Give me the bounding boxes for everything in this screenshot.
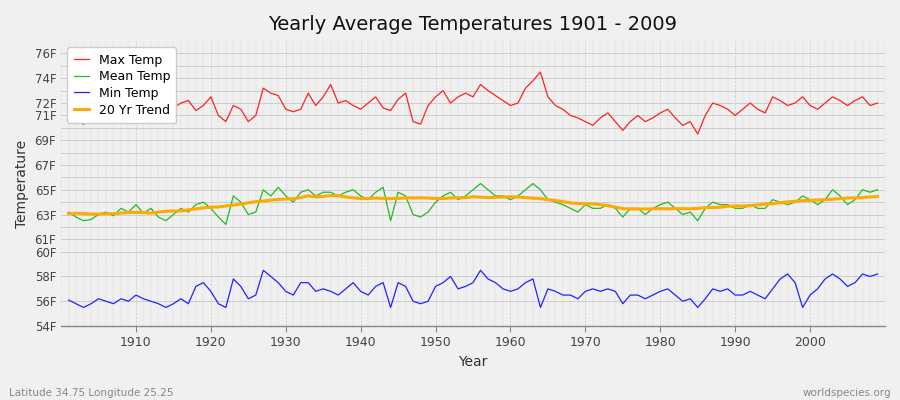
20 Yr Trend <box>610 205 621 210</box>
20 Yr Trend <box>295 195 306 200</box>
20 Yr Trend <box>872 194 883 199</box>
Min Temp <box>78 305 89 310</box>
Min Temp <box>610 289 621 294</box>
20 Yr Trend <box>513 195 524 200</box>
Min Temp <box>130 293 141 298</box>
20 Yr Trend <box>347 195 358 200</box>
Mean Temp <box>475 181 486 186</box>
Line: 20 Yr Trend: 20 Yr Trend <box>68 196 878 214</box>
Y-axis label: Temperature: Temperature <box>15 140 29 228</box>
20 Yr Trend <box>93 212 104 216</box>
20 Yr Trend <box>325 193 336 198</box>
20 Yr Trend <box>63 211 74 216</box>
Max Temp <box>63 112 74 116</box>
Max Temp <box>602 110 613 115</box>
Max Temp <box>692 132 703 136</box>
X-axis label: Year: Year <box>458 355 488 369</box>
Line: Mean Temp: Mean Temp <box>68 184 878 224</box>
Mean Temp <box>123 210 134 214</box>
Max Temp <box>123 108 134 113</box>
Min Temp <box>258 268 269 273</box>
Min Temp <box>872 272 883 276</box>
Text: Latitude 34.75 Longitude 25.25: Latitude 34.75 Longitude 25.25 <box>9 388 174 398</box>
20 Yr Trend <box>520 195 531 200</box>
Mean Temp <box>872 187 883 192</box>
Mean Temp <box>610 206 621 211</box>
Min Temp <box>520 280 531 285</box>
Title: Yearly Average Temperatures 1901 - 2009: Yearly Average Temperatures 1901 - 2009 <box>268 15 678 34</box>
Mean Temp <box>63 210 74 214</box>
Min Temp <box>513 286 524 291</box>
Max Temp <box>535 70 545 74</box>
Mean Temp <box>520 187 531 192</box>
Mean Temp <box>513 194 524 198</box>
Min Temp <box>63 298 74 302</box>
20 Yr Trend <box>130 210 141 215</box>
Max Temp <box>288 109 299 114</box>
Line: Min Temp: Min Temp <box>68 270 878 308</box>
Min Temp <box>347 280 358 285</box>
Mean Temp <box>220 222 231 227</box>
Mean Temp <box>340 190 351 195</box>
Line: Max Temp: Max Temp <box>68 72 878 134</box>
Mean Temp <box>295 190 306 195</box>
Max Temp <box>333 101 344 106</box>
Max Temp <box>505 103 516 108</box>
Max Temp <box>498 98 508 103</box>
Text: worldspecies.org: worldspecies.org <box>803 388 891 398</box>
Legend: Max Temp, Mean Temp, Min Temp, 20 Yr Trend: Max Temp, Mean Temp, Min Temp, 20 Yr Tre… <box>68 47 176 123</box>
Max Temp <box>872 101 883 106</box>
Min Temp <box>302 280 313 285</box>
